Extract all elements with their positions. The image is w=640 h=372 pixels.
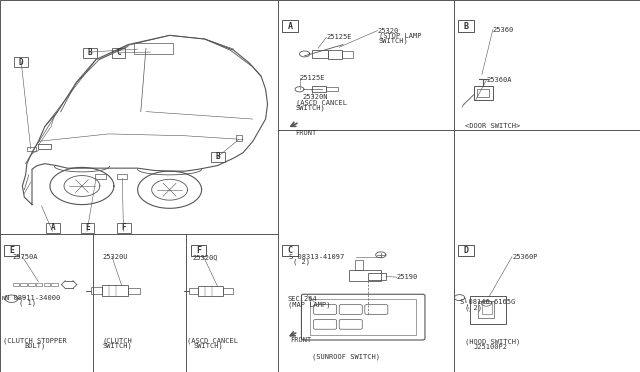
Bar: [211, 152, 225, 162]
Text: J25100P2: J25100P2: [474, 344, 508, 350]
Text: ( 1): ( 1): [19, 299, 36, 306]
Text: ( 2): ( 2): [465, 304, 482, 311]
Text: S 08146-6165G: S 08146-6165G: [460, 299, 515, 305]
Bar: [91, 287, 102, 294]
Text: (SUNROOF SWITCH): (SUNROOF SWITCH): [312, 354, 380, 360]
Text: FRONT: FRONT: [291, 337, 312, 343]
Bar: [28, 283, 35, 286]
Text: ( 2): ( 2): [293, 259, 310, 265]
Bar: [117, 174, 127, 179]
Text: 25125E: 25125E: [300, 75, 325, 81]
Text: D: D: [463, 246, 468, 255]
Text: (CLUTCH STOPPER: (CLUTCH STOPPER: [3, 337, 67, 344]
Bar: [470, 296, 506, 324]
Text: N: N: [1, 296, 5, 301]
Text: B: B: [463, 22, 468, 31]
Bar: [83, 48, 97, 58]
Bar: [482, 303, 492, 314]
Bar: [4, 245, 19, 256]
Text: F: F: [122, 223, 126, 232]
Text: 25360P: 25360P: [512, 254, 538, 260]
Bar: [112, 48, 125, 58]
Text: N 08911-34000: N 08911-34000: [5, 295, 60, 301]
Text: (MAP LAMP): (MAP LAMP): [288, 301, 330, 308]
Bar: [478, 301, 494, 318]
Text: 25320N: 25320N: [302, 94, 328, 100]
Text: C: C: [287, 246, 292, 255]
Text: 25125E: 25125E: [326, 34, 352, 40]
Text: 25320Q: 25320Q: [192, 254, 218, 260]
Text: F: F: [196, 246, 201, 255]
Text: S 08313-41097: S 08313-41097: [289, 254, 344, 260]
Bar: [458, 245, 474, 256]
Bar: [474, 86, 493, 100]
Text: E: E: [85, 223, 90, 232]
Bar: [20, 283, 27, 286]
Text: C: C: [116, 48, 121, 57]
Bar: [326, 87, 338, 91]
Text: (CLUTCH: (CLUTCH: [102, 337, 132, 344]
Bar: [236, 135, 242, 141]
Bar: [51, 283, 58, 286]
Text: A: A: [287, 22, 292, 31]
Bar: [13, 283, 19, 286]
Text: 25320: 25320: [378, 28, 399, 33]
Bar: [328, 50, 342, 59]
Bar: [282, 20, 298, 32]
Bar: [312, 50, 328, 58]
Bar: [223, 288, 233, 294]
Bar: [38, 144, 51, 149]
Text: SWITCH): SWITCH): [379, 37, 408, 44]
Text: SWITCH): SWITCH): [296, 105, 325, 111]
Text: E: E: [9, 246, 14, 255]
Bar: [458, 20, 474, 32]
Text: (ASCD CANCEL: (ASCD CANCEL: [296, 99, 347, 106]
Text: (STOP LAMP: (STOP LAMP: [379, 32, 421, 39]
Bar: [310, 299, 416, 335]
Text: 25360A: 25360A: [486, 77, 512, 83]
Text: A: A: [51, 223, 55, 232]
Bar: [27, 147, 36, 151]
Bar: [191, 245, 206, 256]
Text: SWITCH): SWITCH): [102, 342, 132, 349]
Text: 25320U: 25320U: [102, 254, 128, 260]
Bar: [128, 288, 140, 294]
Bar: [349, 270, 381, 281]
Text: (ASCD CANCEL: (ASCD CANCEL: [187, 337, 238, 344]
Text: SEC.264: SEC.264: [288, 296, 317, 302]
Bar: [342, 51, 353, 58]
Text: B: B: [88, 48, 92, 57]
Text: <DOOR SWITCH>: <DOOR SWITCH>: [465, 124, 520, 129]
Bar: [134, 43, 173, 54]
Bar: [117, 223, 131, 232]
Bar: [14, 57, 28, 67]
Text: SWITCH): SWITCH): [193, 342, 223, 349]
Bar: [282, 245, 298, 256]
Bar: [477, 89, 489, 97]
Text: D: D: [19, 58, 23, 67]
Text: (HOOD SWITCH): (HOOD SWITCH): [465, 339, 520, 346]
Bar: [81, 223, 94, 232]
Bar: [312, 86, 326, 92]
Text: FRONT: FRONT: [296, 130, 317, 136]
Bar: [355, 260, 363, 270]
Bar: [95, 174, 106, 179]
Bar: [368, 273, 386, 280]
Bar: [46, 223, 60, 232]
Bar: [102, 285, 128, 296]
Text: 25750A: 25750A: [13, 254, 38, 260]
Text: BOLT): BOLT): [24, 342, 45, 349]
Text: B: B: [216, 153, 220, 161]
Text: 25360: 25360: [493, 27, 514, 33]
Bar: [189, 288, 198, 294]
Bar: [36, 283, 42, 286]
Bar: [198, 286, 223, 296]
Bar: [44, 283, 50, 286]
Text: 25190: 25190: [397, 274, 418, 280]
